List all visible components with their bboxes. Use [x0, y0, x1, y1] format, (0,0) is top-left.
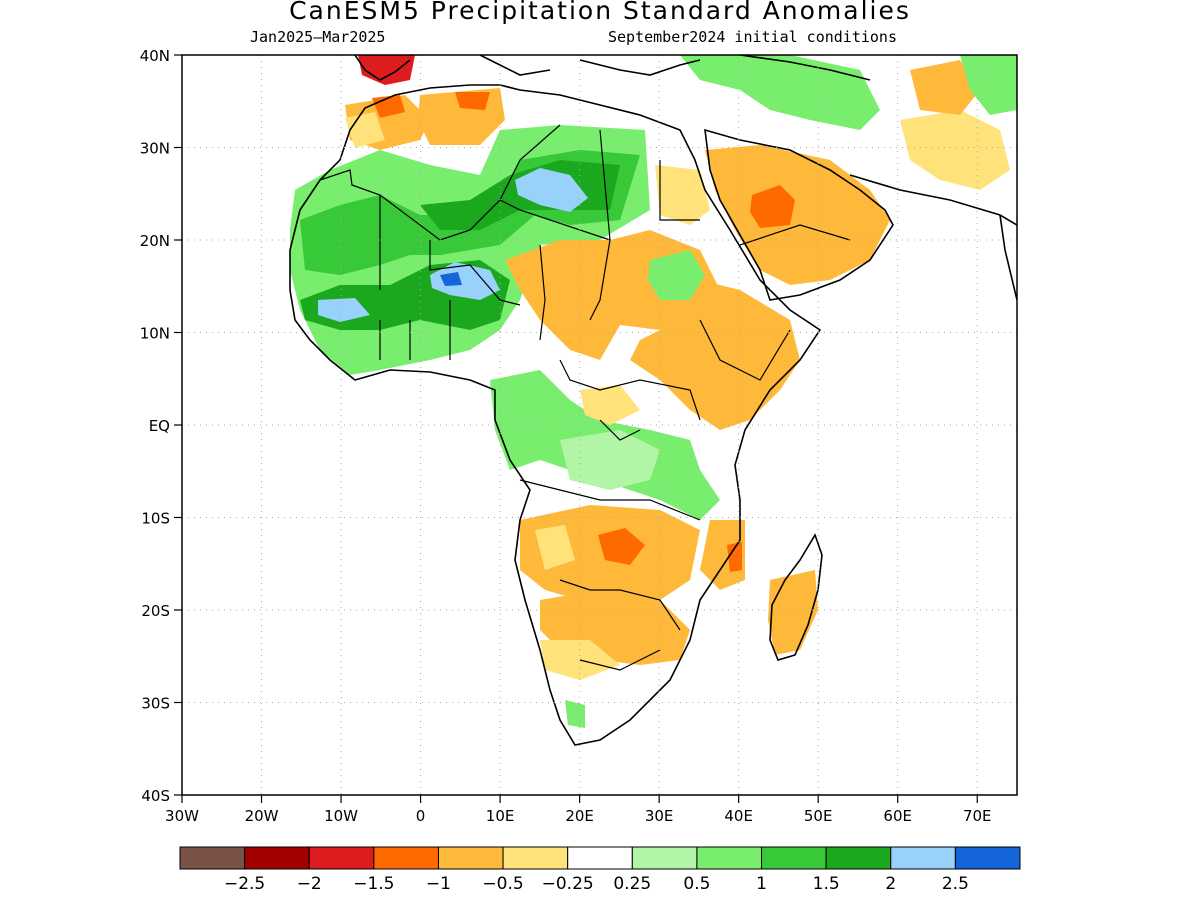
iran-coastline — [849, 174, 1017, 226]
anomaly-region-congo-light — [560, 430, 660, 490]
anomaly-shading — [290, 55, 1017, 728]
colorbar-label: −2 — [297, 874, 322, 894]
anomaly-region-pakistan-green — [960, 55, 1017, 115]
anomaly-region-drc-yellow — [580, 385, 640, 425]
colorbar-label: 2 — [885, 874, 896, 894]
colorbar-label: 0.5 — [683, 874, 710, 894]
africa-coastline — [289, 84, 822, 746]
initial-conditions-label: September2024 initial conditions — [608, 28, 897, 46]
map-title: CanESM5 Precipitation Standard Anomalies — [289, 0, 911, 25]
lat-label: EQ — [149, 417, 170, 435]
anomaly-region-morocco-yellow — [345, 112, 385, 148]
colorbar-label: 1.5 — [813, 874, 840, 894]
colorbar-swatch — [890, 846, 956, 870]
lon-label: 20W — [245, 807, 279, 825]
colorbar-label: −1.5 — [353, 874, 394, 894]
anomaly-region-madagascar-dry — [768, 570, 818, 655]
lon-label: 30W — [165, 807, 199, 825]
india-coastline — [999, 214, 1017, 301]
anomaly-region-algeria-orange — [455, 92, 490, 110]
anomaly-region-mideast-green — [680, 55, 880, 130]
lon-label: 10W — [324, 807, 358, 825]
anomaly-region-mozambique-dry — [700, 520, 745, 590]
colorbar-swatch — [244, 846, 310, 870]
colorbar-label: −0.25 — [542, 874, 594, 894]
colorbar-label: 2.5 — [942, 874, 969, 894]
lon-label: 60E — [883, 807, 912, 825]
anomaly-region-mozambique-core — [727, 542, 742, 572]
europe-coastline — [354, 55, 871, 81]
country-borders — [319, 124, 851, 671]
anomaly-region-iran-dry — [900, 110, 1010, 190]
map-plot-area — [182, 55, 1017, 795]
lon-label: 0 — [416, 807, 426, 825]
anomaly-region-horn-dry — [630, 280, 800, 430]
colorbar-label: 1 — [756, 874, 767, 894]
lon-label: 30E — [645, 807, 674, 825]
lat-label: 40N — [140, 47, 170, 65]
colorbar-label: −2.5 — [224, 874, 265, 894]
coastlines — [289, 55, 1017, 746]
anomaly-region-niger-darkblue — [440, 272, 462, 286]
lon-label: 20E — [565, 807, 594, 825]
longitude-labels: 30W 20W 10W 0 10E 20E 30E 40E 50E 60E 70E — [165, 795, 992, 825]
lat-label: 10N — [140, 325, 170, 343]
madagascar-coastline — [769, 533, 823, 661]
colorbar-swatch — [308, 846, 375, 870]
lon-label: 50E — [804, 807, 833, 825]
lat-label: 20S — [141, 602, 170, 620]
anomaly-region-zambia-core — [598, 528, 645, 565]
colorbar-label: 0.25 — [613, 874, 651, 894]
lat-label: 30S — [141, 695, 170, 713]
lon-label: 10E — [486, 807, 515, 825]
colorbar-swatch — [954, 846, 1021, 870]
colorbar-swatch — [502, 846, 569, 870]
anomaly-region-morocco-red — [358, 55, 415, 85]
lat-label: 20N — [140, 232, 170, 250]
colorbar-label: −1 — [426, 874, 451, 894]
lon-label: 70E — [963, 807, 992, 825]
lon-label: 40E — [724, 807, 753, 825]
arabia-coastline — [704, 128, 894, 301]
colorbar: −2.5 −2 −1.5 −1 −0.5 −0.25 0.25 0.5 1 1.5 2 2.5 — [179, 846, 1021, 894]
colorbar-swatch — [437, 846, 504, 870]
lat-label: 40S — [141, 787, 170, 805]
anomaly-region-angola-yellow — [535, 525, 575, 570]
colorbar-swatch — [567, 846, 633, 870]
lat-label: 30N — [140, 140, 170, 158]
colorbar-swatch — [825, 846, 892, 870]
anomaly-region-arabia-core — [750, 185, 795, 228]
colorbar-swatch — [696, 846, 763, 870]
anomaly-region-guinea-blue — [318, 298, 370, 322]
latitude-labels: 40N 30N 20N 10N EQ 10S 20S 30S 40S — [140, 47, 182, 805]
anomaly-region-sudan-green — [648, 250, 705, 300]
colorbar-swatch — [373, 846, 439, 870]
anomaly-region-iran-orange — [910, 60, 980, 115]
colorbar-label: −0.5 — [482, 874, 523, 894]
colorbar-swatch — [761, 846, 827, 870]
anomaly-region-niger-blue — [430, 262, 500, 300]
period-label: Jan2025–Mar2025 — [250, 28, 386, 46]
anomaly-region-chad-blue — [515, 168, 588, 212]
colorbar-swatch — [631, 846, 698, 870]
colorbar-swatch — [179, 846, 246, 870]
anomaly-region-egypt-yellow — [655, 165, 710, 225]
lat-label: 10S — [141, 510, 170, 528]
